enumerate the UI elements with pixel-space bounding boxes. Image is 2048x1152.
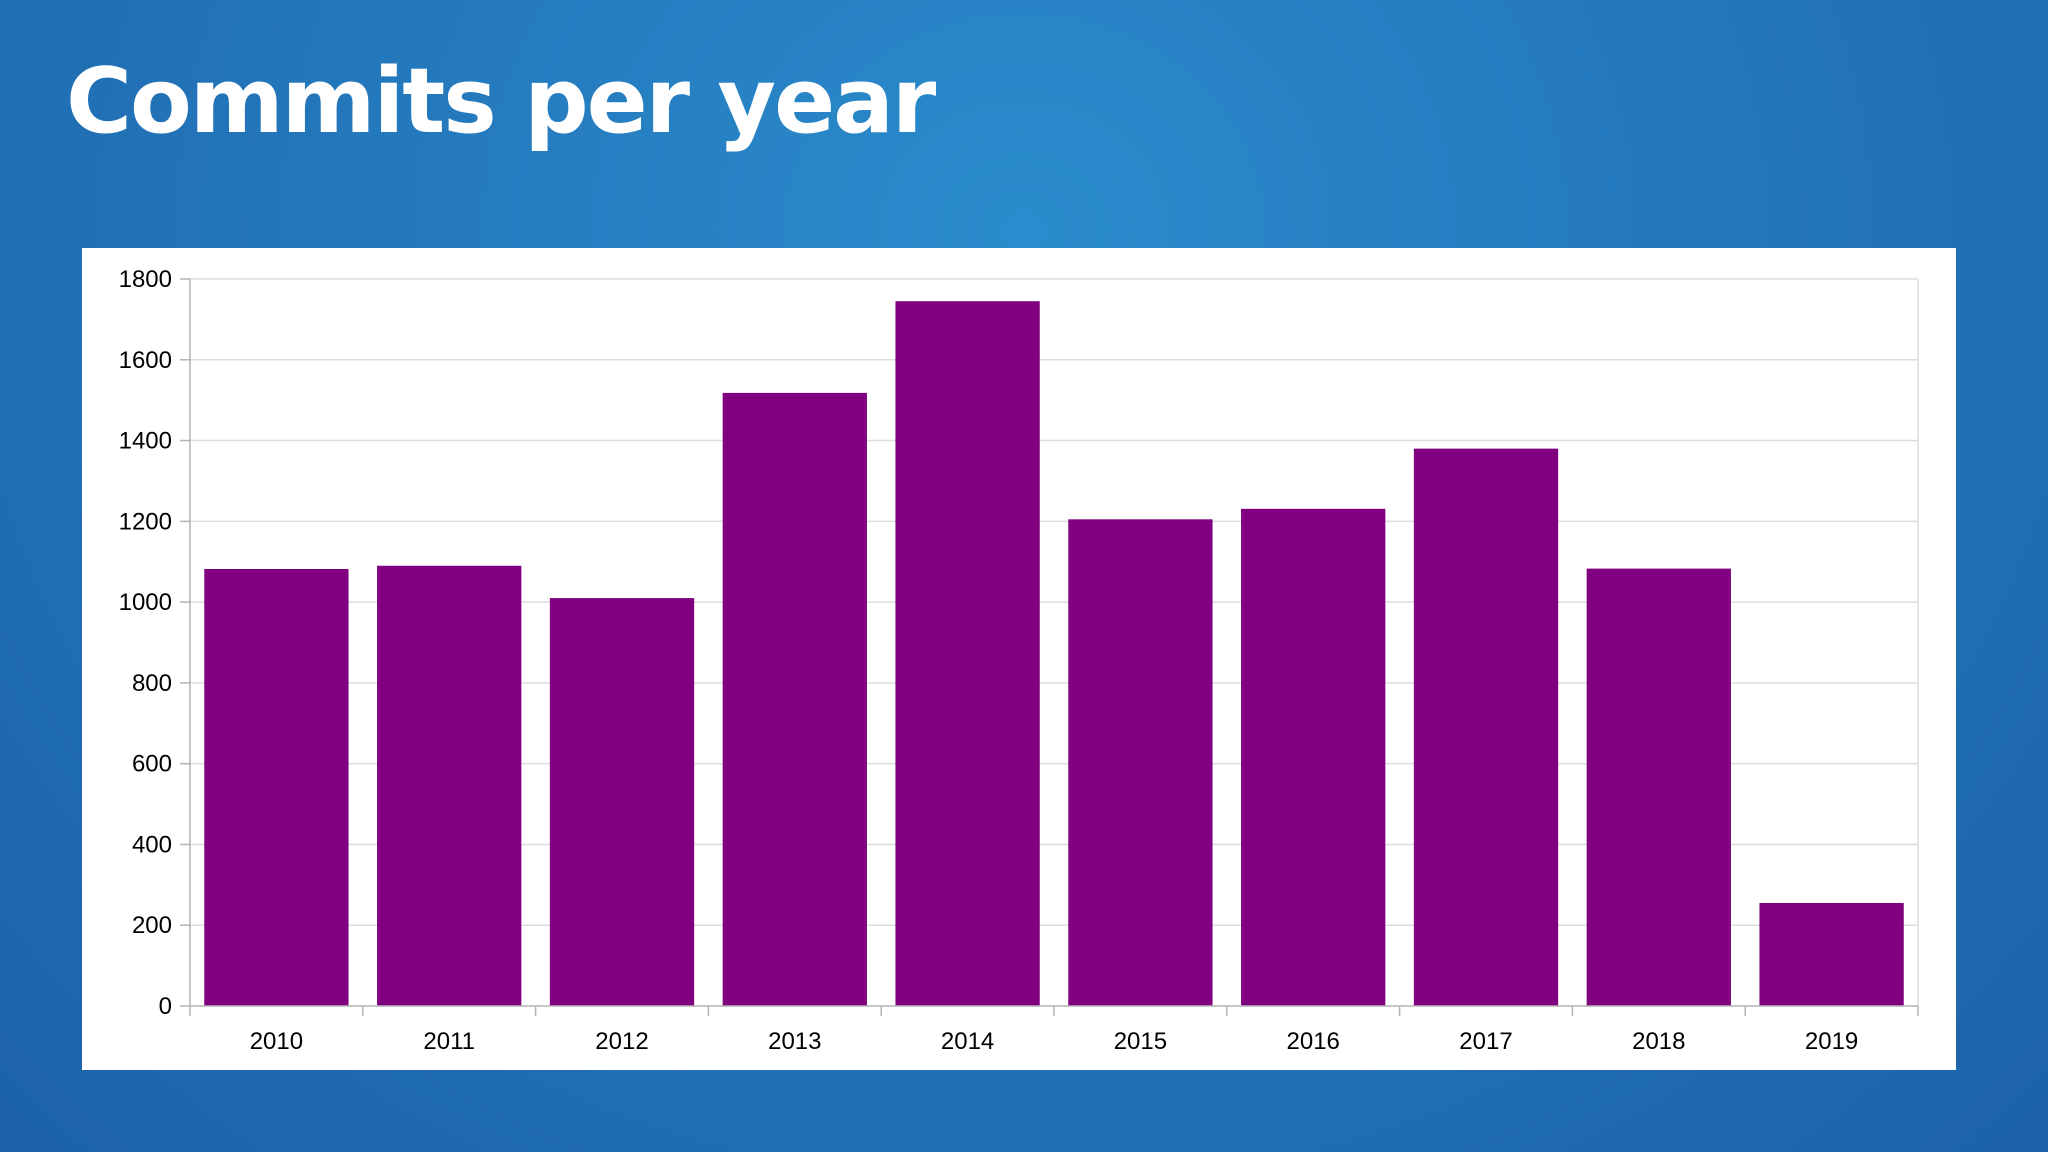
- y-tick-label: 0: [159, 993, 172, 1020]
- y-tick-label: 1800: [119, 266, 172, 293]
- bar-2018: [1586, 568, 1731, 1006]
- bar-2013: [722, 392, 867, 1006]
- x-tick-label: 2019: [1805, 1028, 1858, 1055]
- y-tick-label: 800: [132, 670, 172, 697]
- bars: [204, 301, 1904, 1007]
- axes: [180, 278, 1919, 1016]
- chart-panel: 0 200 400 600 800 1000 1200 1400 1600 1800 2010 20…: [82, 248, 1956, 1070]
- x-tick-label: 2013: [768, 1028, 821, 1055]
- x-tick-label: 2018: [1632, 1028, 1685, 1055]
- bar-2010: [204, 568, 349, 1006]
- y-tick-label: 1400: [119, 428, 172, 455]
- x-tick-label: 2010: [250, 1028, 303, 1055]
- x-tick-label: 2017: [1459, 1028, 1512, 1055]
- y-tick-label: 600: [132, 751, 172, 778]
- bar-2012: [549, 598, 695, 1006]
- y-tick-label: 1600: [119, 347, 172, 374]
- bar-2014: [895, 301, 1040, 1007]
- bar-2011: [377, 565, 522, 1006]
- y-tick-label: 400: [132, 831, 172, 858]
- x-tick-label: 2014: [941, 1028, 994, 1055]
- x-tick-label: 2015: [1114, 1028, 1167, 1055]
- y-tick-label: 1000: [119, 589, 172, 616]
- bar-2015: [1068, 519, 1213, 1006]
- x-tick-label: 2011: [423, 1028, 475, 1055]
- x-tick-labels: 2010 2011 2012 2013 2014 2015 2016 2017 2018 2019: [250, 1028, 1859, 1055]
- slide-title: Commits per year: [66, 49, 936, 154]
- x-tick-label: 2012: [595, 1028, 648, 1055]
- y-tick-label: 1200: [119, 508, 172, 535]
- bar-2017: [1413, 448, 1559, 1007]
- x-tick-label: 2016: [1287, 1028, 1340, 1055]
- bar-2016: [1241, 508, 1386, 1006]
- bar-2019: [1759, 903, 1904, 1006]
- y-tick-label: 200: [132, 912, 172, 939]
- y-tick-labels: 0 200 400 600 800 1000 1200 1400 1600 1800: [119, 266, 172, 1020]
